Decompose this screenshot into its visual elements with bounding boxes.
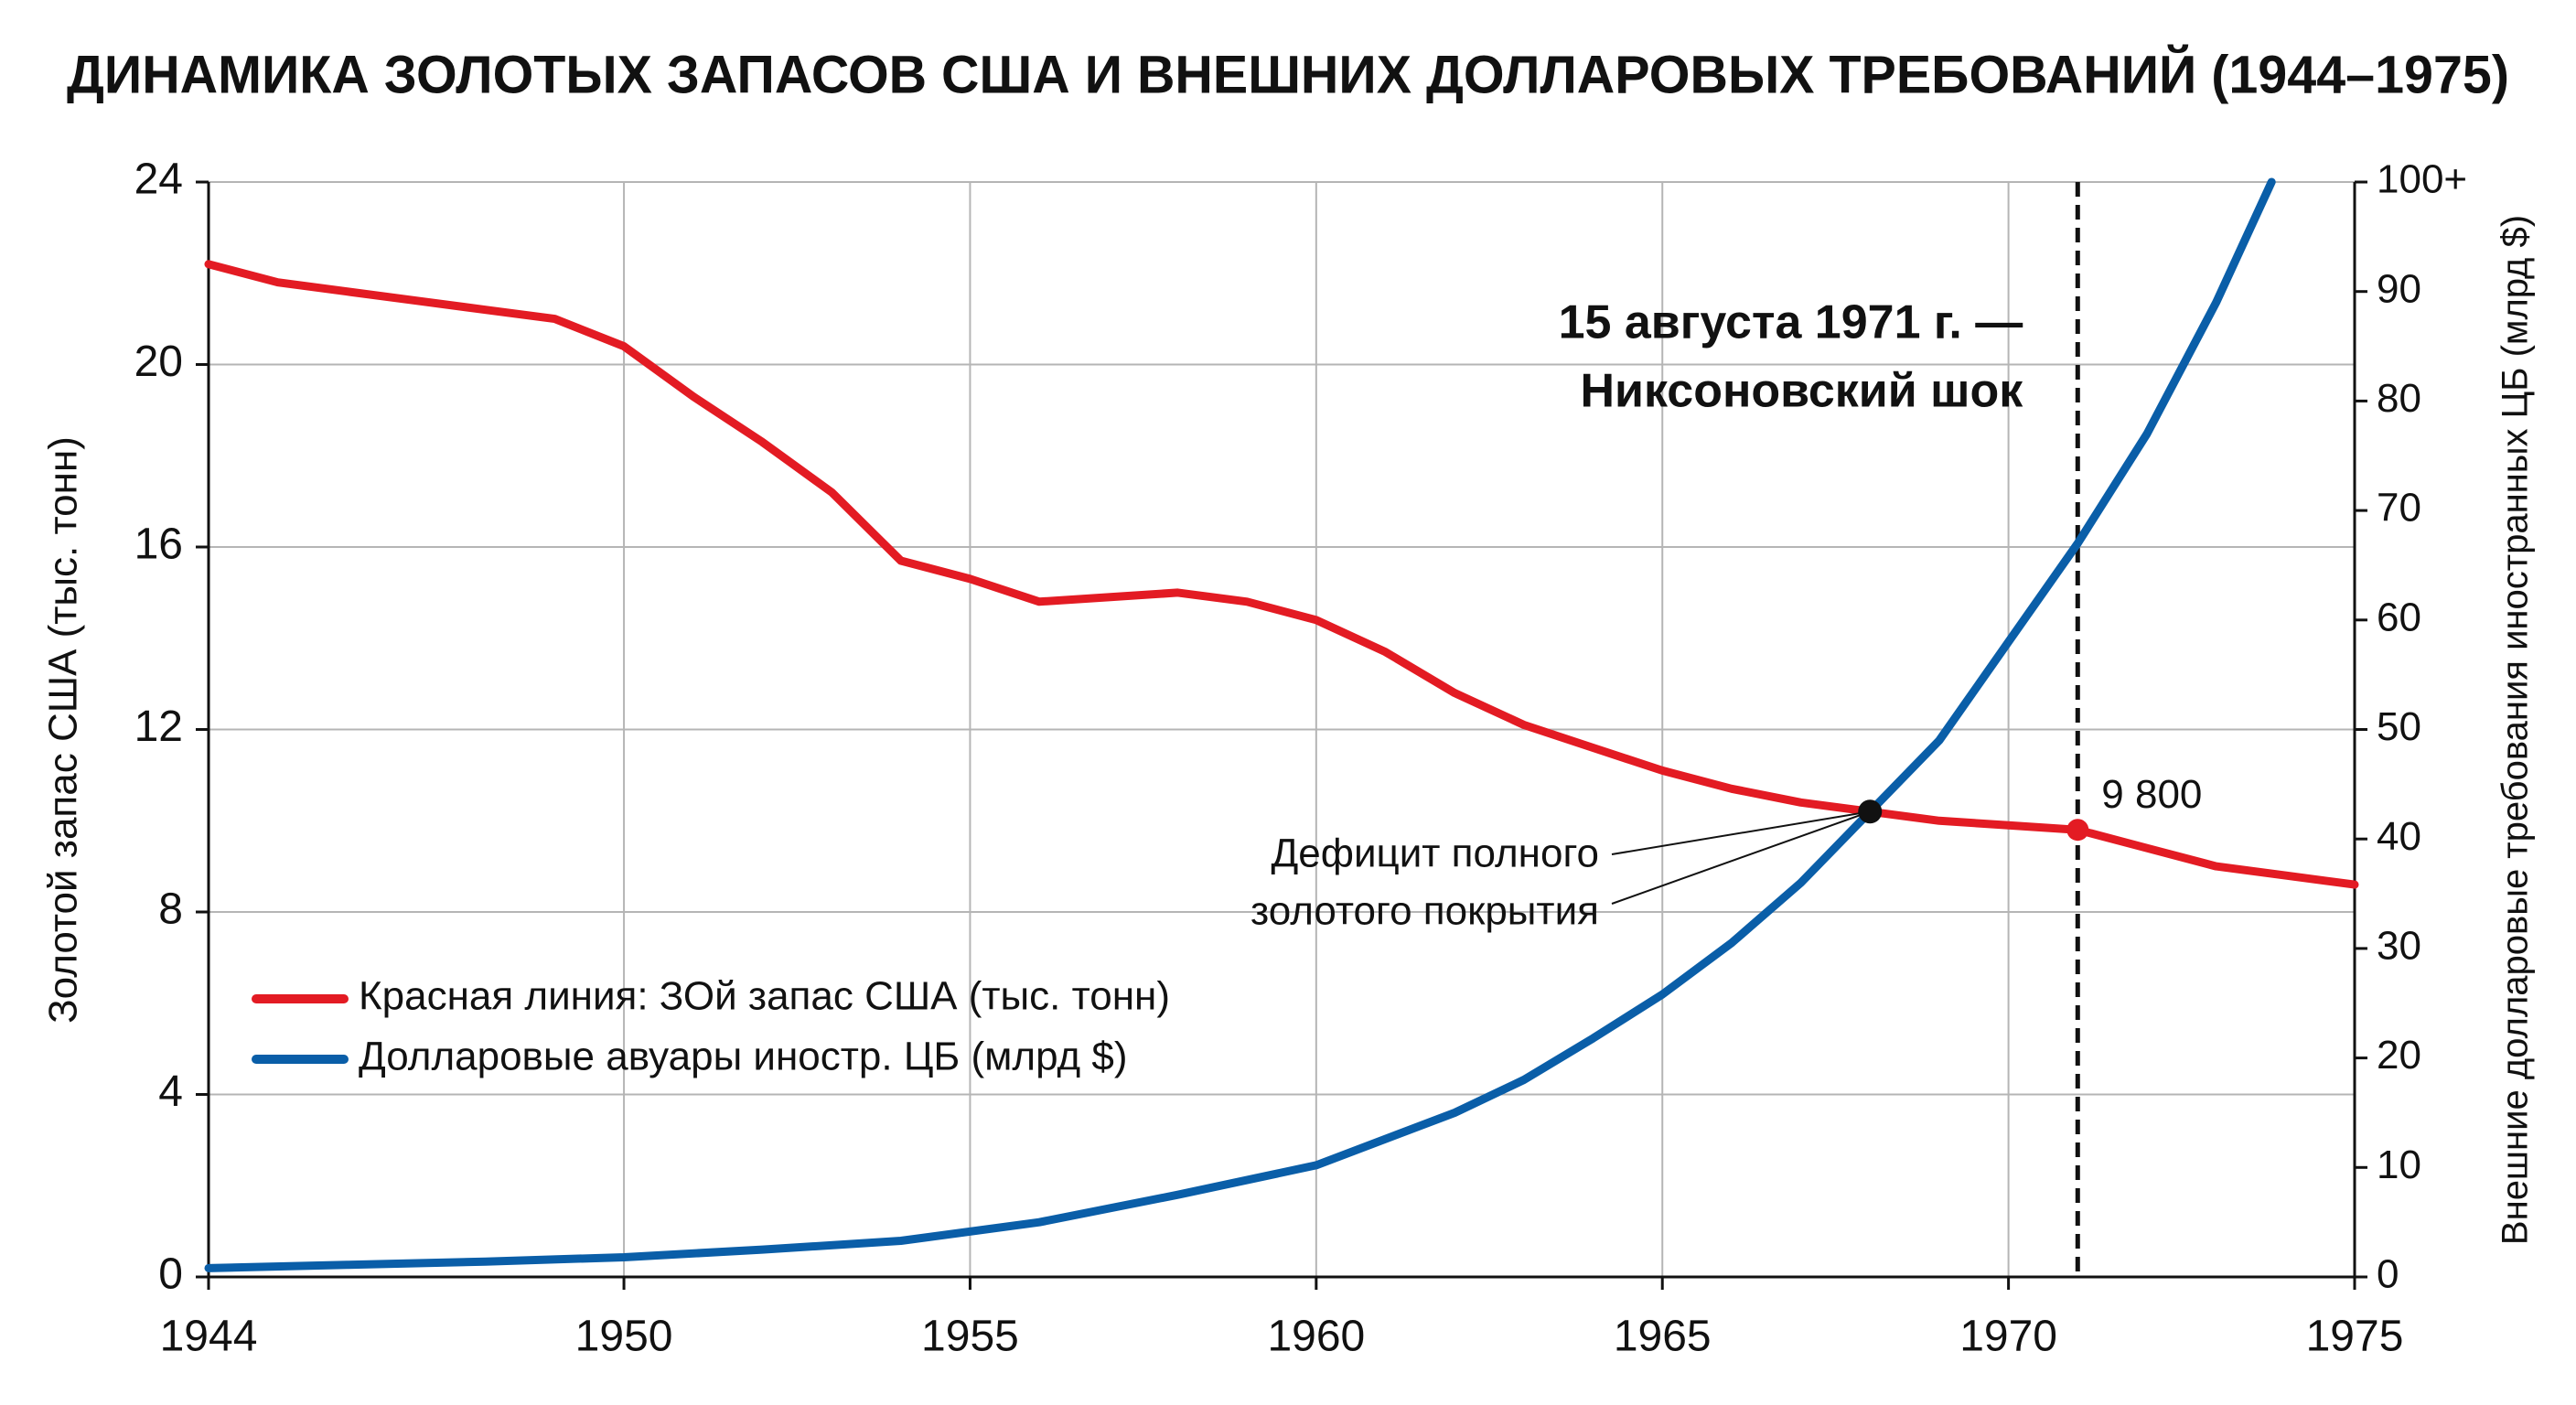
y2-tick-label: 50	[2377, 704, 2421, 749]
y-tick-label: 8	[158, 885, 183, 934]
y2-tick-label: 10	[2377, 1142, 2421, 1187]
y-tick-label: 0	[158, 1250, 183, 1299]
intersection-point	[1858, 799, 1883, 824]
y-tick-label: 16	[134, 520, 183, 569]
event-label: Никсоновский шок	[1580, 365, 2023, 418]
y-tick-label: 4	[158, 1067, 183, 1116]
series-line	[204, 260, 2359, 889]
y2-tick-label: 100+	[2377, 157, 2467, 202]
y2-tick-label: 80	[2377, 376, 2421, 421]
y-tick-label: 12	[134, 702, 183, 751]
y-tick-label: 24	[134, 156, 183, 204]
y2-tick-label: 0	[2377, 1252, 2399, 1297]
leader-line	[1611, 810, 1871, 905]
legend-label: Долларовые авуары иностр. ЦБ (млрд $)	[359, 1035, 1128, 1079]
y2-axis-label: Внешние долларовые требования иностранны…	[2496, 215, 2536, 1245]
y2-tick-label: 40	[2377, 814, 2421, 859]
chart-title: ДИНАМИКА ЗОЛОТЫХ ЗАПАСОВ США И ВНЕШНИХ Д…	[67, 45, 2509, 104]
y-tick-label: 20	[134, 338, 183, 386]
annotation-label: золотого покрытия	[1250, 889, 1599, 934]
x-tick-label: 1965	[1614, 1313, 1712, 1361]
x-tick-label: 1944	[160, 1313, 258, 1361]
y2-tick-label: 20	[2377, 1033, 2421, 1078]
value-point	[2066, 819, 2089, 842]
leader-line	[1611, 810, 1871, 855]
x-tick-label: 1970	[1959, 1313, 2057, 1361]
x-tick-label: 1950	[575, 1313, 673, 1361]
y2-tick-label: 90	[2377, 266, 2421, 311]
y-axis-label: Золотой запас США (тыс. тонн)	[41, 436, 86, 1024]
annotation-label: Дефицит полного	[1271, 831, 1599, 876]
y2-tick-label: 30	[2377, 924, 2421, 969]
x-tick-label: 1960	[1267, 1313, 1365, 1361]
event-label: 15 августа 1971 г. —	[1559, 296, 2023, 349]
value-label: 9 800	[2101, 772, 2202, 817]
y2-tick-label: 70	[2377, 486, 2421, 531]
series-line	[204, 177, 2276, 1272]
y2-tick-label: 60	[2377, 595, 2421, 639]
x-tick-label: 1975	[2306, 1313, 2404, 1361]
x-tick-label: 1955	[921, 1313, 1019, 1361]
legend-label: Красная линия: ЗОй запас США (тыс. тонн)	[359, 974, 1170, 1019]
